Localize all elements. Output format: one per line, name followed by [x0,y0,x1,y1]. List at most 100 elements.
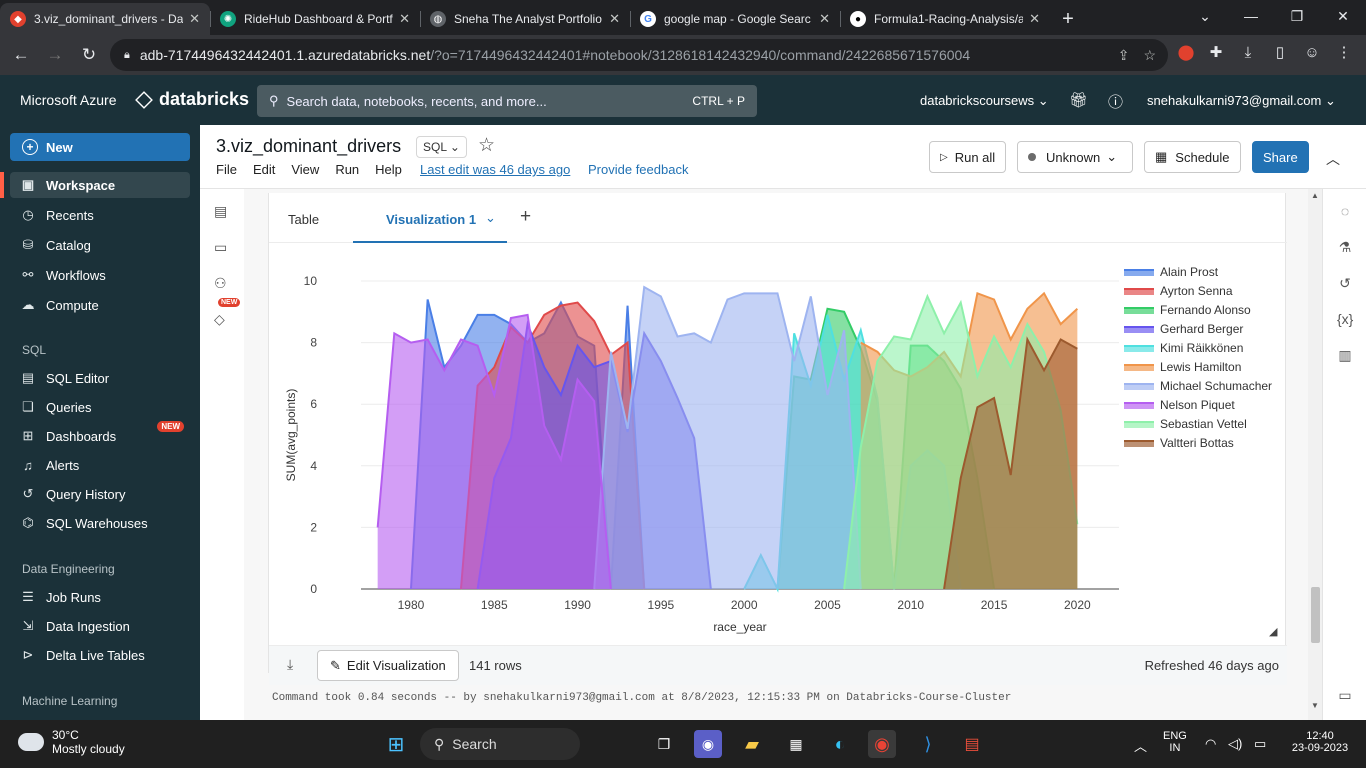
reload-icon[interactable]: ↻ [81,45,97,64]
notebook-title[interactable]: 3.viz_dominant_drivers [216,136,402,156]
profile-avatar[interactable]: ☺ [1304,43,1320,61]
shapes-icon[interactable]: ⚇ [214,275,227,291]
legend-item[interactable]: Kimi Räikkönen [1124,341,1243,355]
cluster-selector[interactable]: Unknown ⌄ [1017,141,1133,173]
experiment-icon[interactable]: ⚗ [1338,239,1352,255]
sidebar-item-workflows[interactable]: ⚯ Workflows [10,262,190,288]
minimize-icon[interactable]: — [1244,8,1258,24]
chrome-icon[interactable]: ◉ [868,730,896,758]
puzzle-icon[interactable]: ✚ [1209,44,1223,61]
scroll-down-icon[interactable]: ▼ [1311,701,1319,710]
feedback-link[interactable]: Provide feedback [588,162,689,177]
menu-edit[interactable]: Edit [252,162,276,177]
download-icon[interactable]: ⤓ [287,656,294,672]
close-icon[interactable]: ✕ [1029,11,1040,26]
kebab-menu-icon[interactable]: ⋮ [1336,44,1352,61]
share-button[interactable]: Share [1252,141,1309,173]
restore-icon[interactable]: ❐ [1290,7,1304,24]
tab-visualization[interactable]: Visualization 1 [386,212,477,227]
legend-item[interactable]: Alain Prost [1124,265,1218,279]
comments-icon[interactable]: ◌ [1340,203,1350,219]
close-window-icon[interactable]: ✕ [1337,7,1349,24]
new-button[interactable]: + New [10,133,190,161]
legend-item[interactable]: Fernando Alonso [1124,303,1251,317]
azure-brand[interactable]: Microsoft Azure [20,92,117,108]
chevron-down-icon[interactable]: ⌄ [1199,7,1211,24]
scroll-up-icon[interactable]: ▲ [1311,191,1319,200]
chevron-up-icon[interactable]: ︿ [1326,151,1340,167]
browser-tab-2[interactable]: ◍ Sneha The Analyst Portfolio ✕ [420,3,630,35]
volume-icon[interactable]: ◁) [1228,736,1243,751]
resize-handle-icon[interactable]: ◢ [1269,626,1278,638]
legend-item[interactable]: Valtteri Bottas [1124,436,1234,450]
wifi-icon[interactable]: ◠ [1205,736,1217,751]
browser-tab-3[interactable]: G google map - Google Searc ✕ [630,3,840,35]
schedule-button[interactable]: ▦ Schedule [1144,141,1241,173]
legend-item[interactable]: Michael Schumacher [1124,379,1272,393]
store-icon[interactable]: ▦ [789,735,803,752]
bar-chart-icon[interactable]: ▥ [1338,347,1352,363]
close-icon[interactable]: ✕ [189,11,200,26]
favorite-star-icon[interactable]: ☆ [478,135,496,156]
chevron-up-icon[interactable]: ︿ [1134,739,1148,754]
help-icon[interactable]: ⓘ [1108,94,1124,111]
winrar-icon[interactable]: ▤ [964,736,980,753]
sidebar-item-data-ingestion[interactable]: ⇲ Data Ingestion [10,613,190,639]
close-icon[interactable]: ✕ [609,11,620,26]
sidebar-item-delta-live-tables[interactable]: ⊳ Delta Live Tables [10,642,190,668]
sidebar-item-catalog[interactable]: ⛁ Catalog [10,232,190,258]
bookmark-star-icon[interactable]: ☆ [1143,46,1156,63]
download-icon[interactable]: ⤓ [1244,43,1252,61]
global-search-input[interactable]: ⚲ Search data, notebooks, recents, and m… [257,85,757,117]
sidebar-item-recents[interactable]: ◷ Recents [10,202,190,228]
user-menu[interactable]: snehakulkarni973@gmail.com ⌄ [1147,93,1336,108]
close-icon[interactable]: ✕ [819,11,830,26]
sidebar-item-workspace[interactable]: ▣ Workspace [0,172,190,198]
sidebar-item-job-runs[interactable]: ☰ Job Runs [10,584,190,610]
run-all-button[interactable]: ▷ Run all [929,141,1007,173]
battery-icon[interactable]: ▭ [1254,736,1267,751]
browser-tab-4[interactable]: ● Formula1-Racing-Analysis/a ✕ [840,3,1050,35]
sidebar-item-queries[interactable]: ❏ Queries [10,394,190,420]
browser-tab-0[interactable]: ◆ 3.viz_dominant_drivers - Dat ✕ [0,3,210,35]
vscode-icon[interactable]: ⟩ [924,733,932,754]
share-page-icon[interactable]: ⇪ [1117,46,1130,63]
chevron-down-icon[interactable]: ⌄ [485,210,496,225]
forward-arrow-icon[interactable]: → [46,45,64,64]
folder-icon[interactable]: ▭ [214,239,228,255]
legend-item[interactable]: Gerhard Berger [1124,322,1243,336]
legend-item[interactable]: Sebastian Vettel [1124,417,1247,431]
extension-icon[interactable]: ⬤ [1177,44,1195,61]
menu-run[interactable]: Run [335,162,360,177]
sidebar-item-query-history[interactable]: ↺ Query History [10,481,190,507]
menu-view[interactable]: View [291,162,320,177]
panel-icon[interactable]: ▭ [1338,687,1352,703]
teams-icon[interactable]: ◉ [694,730,722,758]
legend-item[interactable]: Nelson Piquet [1124,398,1235,412]
sidepanel-icon[interactable]: ▯ [1275,44,1285,61]
databricks-brand[interactable]: databricks [135,89,249,110]
sidebar-item-sql-warehouses[interactable]: ⌬ SQL Warehouses [10,510,190,536]
graduation-cap-icon[interactable]: ◇ [214,311,225,327]
edge-icon[interactable]: ◐ [834,733,846,754]
sidebar-item-sql-editor[interactable]: ▤ SQL Editor [10,365,190,391]
sidebar-item-alerts[interactable]: ♫ Alerts [10,452,190,478]
table-of-contents-icon[interactable]: ▤ [214,203,228,219]
last-edit-link[interactable]: Last edit was 46 days ago [420,162,571,177]
edit-visualization-button[interactable]: ✎ Edit Visualization [317,650,459,681]
language-selector[interactable]: SQL ⌄ [416,136,467,158]
file-explorer-icon[interactable]: ▰ [745,733,759,754]
menu-file[interactable]: File [216,162,237,177]
url-bar[interactable]: 🔒︎ adb-7174496432442401.1.azuredatabrick… [110,39,1168,71]
new-tab-button[interactable]: + [1062,7,1074,30]
legend-item[interactable]: Ayrton Senna [1124,284,1233,298]
task-view-icon[interactable]: ❐ [657,735,671,752]
vertical-scrollbar[interactable]: ▲ ▼ [1308,189,1322,720]
history-icon[interactable]: ↺ [1339,275,1351,291]
clock[interactable]: 12:40 23-09-2023 [1290,730,1350,754]
legend-item[interactable]: Lewis Hamilton [1124,360,1241,374]
language-indicator[interactable]: ENG IN [1163,730,1187,754]
weather-widget[interactable]: 30°C Mostly cloudy [15,727,125,756]
gift-icon[interactable]: 🎁︎ [1069,92,1089,109]
taskbar-search[interactable]: ⚲ Search [420,728,580,760]
